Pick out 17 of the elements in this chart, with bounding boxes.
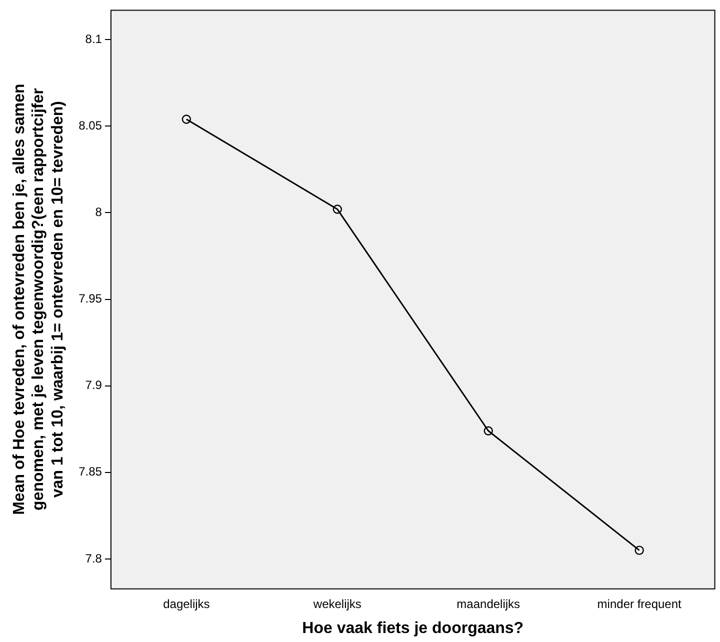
x-tick-label: maandelijks	[456, 596, 520, 611]
y-tick-label: 8.1	[85, 32, 102, 46]
point	[634, 546, 644, 555]
x-tick-label: dagelijks	[163, 596, 210, 611]
y-tick-label: 8	[95, 205, 102, 220]
x-axis-title: Hoe vaak fiets je doorgaans?	[302, 620, 524, 637]
y-tick-label: 8.05	[78, 118, 102, 132]
x-tick-label: wekelijks	[312, 596, 362, 611]
y-tick-label: 7.85	[78, 464, 102, 479]
y-axis-title: Mean of Hoe tevreden, of ontevreden ben je, alles samen genomen, met je leven tegenwoordig?(een rapportcijfer van 1 tot 10, waarbij 1= ontevreden en 10= tevreden)	[11, 84, 66, 515]
y-tick-label: 7.95	[78, 292, 102, 306]
y-tick-label: 7.8	[85, 551, 102, 566]
point	[484, 426, 493, 436]
point	[332, 204, 342, 214]
y-tick-label: 7.9	[85, 378, 102, 392]
point	[182, 114, 192, 124]
x-tick-label: minder frequent	[597, 596, 682, 611]
